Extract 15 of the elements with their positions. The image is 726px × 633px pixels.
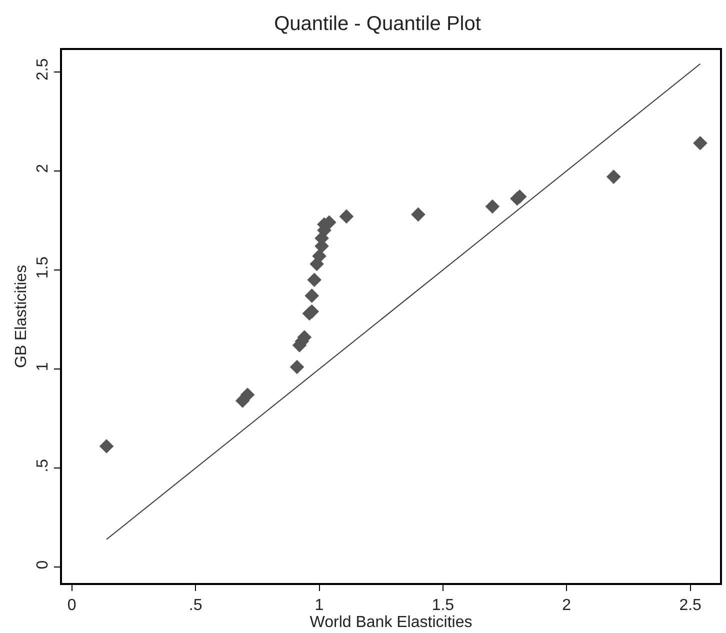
x-tick-label: .5	[188, 597, 202, 614]
x-tick-label: 2.5	[679, 597, 702, 614]
x-tick-label: 0	[67, 597, 76, 614]
x-tick-label: 1	[314, 597, 324, 614]
y-tick-label: 2.5	[34, 58, 52, 81]
y-tick-label: 1	[34, 362, 52, 372]
y-tick-label: 1.5	[34, 256, 52, 279]
y-tick-label: .5	[34, 458, 52, 472]
x-tick-label: 1.5	[432, 597, 454, 614]
y-tick-label: 0	[34, 560, 52, 570]
y-axis-title: GB Elasticities	[13, 264, 30, 368]
y-tick-label: 2	[34, 164, 52, 173]
x-tick-label: 2	[562, 597, 572, 614]
chart-title: Quantile - Quantile Plot	[274, 12, 482, 35]
x-axis-title: World Bank Elasticities	[310, 614, 472, 632]
